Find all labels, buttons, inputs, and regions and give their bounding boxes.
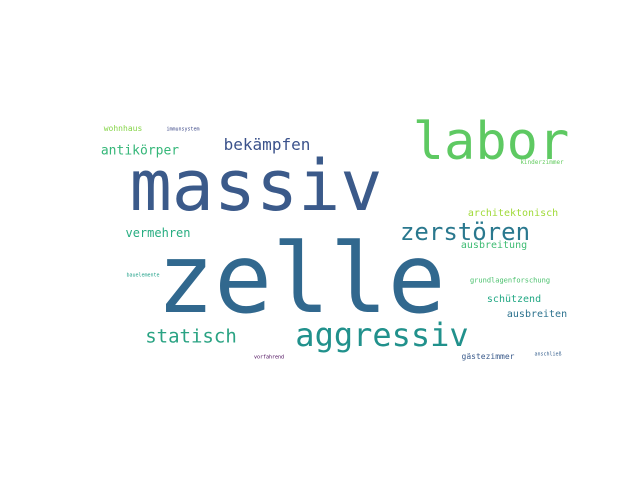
word-zerstoren: zerstören [399,218,531,246]
word-immunsystem: immunsystem [166,126,200,133]
word-grundlagenforschung: grundlagenforschung [469,276,551,285]
word-bekampfen: bekämpfen [223,135,311,154]
word-architektonisch: architektonisch [467,208,559,219]
word-kinderzimmer: kinderzimmer [520,159,564,166]
word-ausbreiten: ausbreiten [506,309,568,320]
word-massiv: massiv [129,145,383,227]
word-vermehren: vermehren [125,226,191,240]
word-vorfahrend: vorfahrend [253,354,285,361]
word-gastezimmer: gästezimmer [461,352,515,361]
word-aggressiv: aggressiv [295,316,469,354]
word-anschliess: anschließ [534,351,562,358]
word-antikorper: antikörper [100,143,180,159]
word-statisch: statisch [145,325,237,348]
word-zelle: zelle [156,223,446,335]
word-wohnhaus: wohnhaus [103,124,143,133]
word-ausbreitung: ausbreitung [460,240,528,251]
word-labor: labor [412,112,570,172]
word-bauelemente: bauelemente [126,272,160,279]
word-schutzend: schützend [486,294,542,305]
